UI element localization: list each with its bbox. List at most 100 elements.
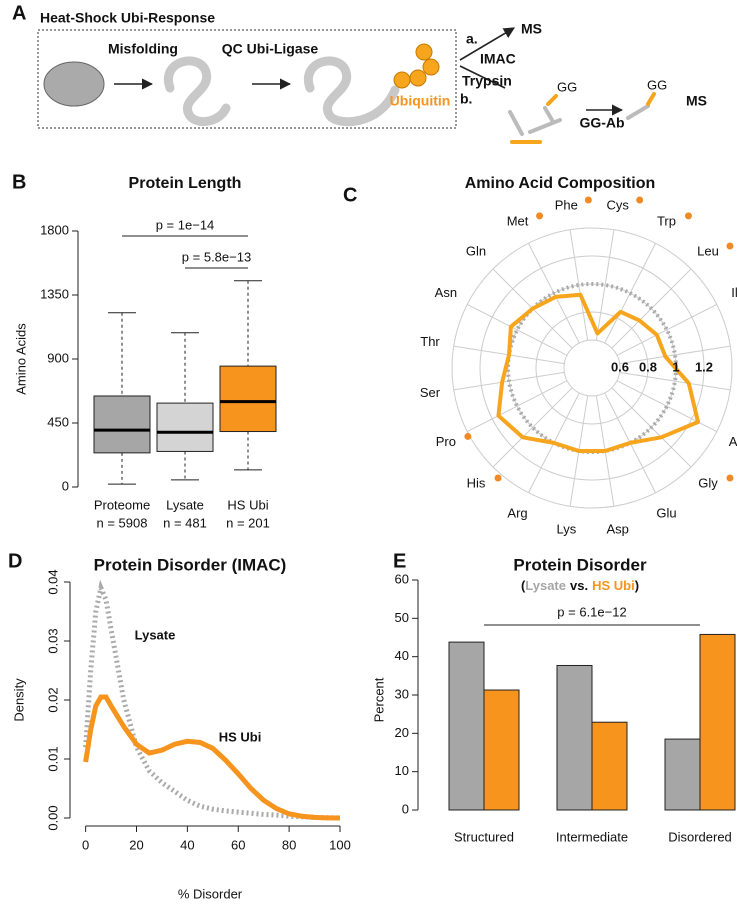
- category-label: Met: [507, 213, 529, 228]
- p-value: p = 6.1e−12: [557, 604, 626, 619]
- result: MS: [686, 93, 707, 109]
- significance-dot: [636, 196, 644, 204]
- category-label: Ile: [731, 285, 737, 300]
- panel-letter: E: [393, 550, 406, 572]
- category-label: Gln: [466, 243, 486, 258]
- y-tick-label: 1350: [40, 286, 69, 301]
- bar: [664, 738, 701, 811]
- category-label: Gly: [698, 475, 718, 490]
- peptides: [508, 92, 656, 144]
- radar-line: [496, 292, 701, 453]
- y-axis-label: Density: [11, 678, 26, 722]
- y-tick-label: 30: [395, 686, 409, 701]
- category-label: Thr: [420, 334, 440, 349]
- p-value: p = 1e−14: [156, 217, 215, 232]
- grid-ring: [451, 227, 733, 509]
- significance-dot: [494, 474, 502, 482]
- spoke: [616, 380, 717, 433]
- r-tick-label: 0.6: [611, 359, 629, 374]
- y-tick-label: 0.01: [45, 746, 60, 771]
- y-tick-label: 40: [395, 648, 409, 663]
- category-label: Asp: [606, 521, 628, 536]
- significance-dot: [464, 432, 472, 440]
- y-tick-label: 20: [395, 725, 409, 740]
- category-label: Cys: [606, 197, 629, 212]
- box: [219, 365, 277, 433]
- y-tick-label: 0.00: [45, 805, 60, 830]
- subtitle-part: (: [521, 578, 526, 593]
- x-tick-label: 20: [129, 837, 143, 852]
- subtitle-part: ): [635, 578, 639, 593]
- spoke: [619, 371, 731, 391]
- arrow: [459, 27, 515, 61]
- category-label: Ala: [729, 434, 737, 449]
- bar: [483, 689, 520, 811]
- y-tick-label: 450: [47, 414, 69, 429]
- y-tick-label: 900: [47, 350, 69, 365]
- spoke: [492, 387, 573, 468]
- y-tick-label: 0.04: [45, 569, 60, 594]
- category-label: Pro: [436, 434, 456, 449]
- series-label: HS Ubi: [219, 729, 262, 744]
- panel-letter: D: [8, 550, 22, 572]
- subtitle-part: Lysate: [525, 578, 566, 593]
- ubiquitinated-protein: [303, 56, 400, 127]
- y-tick-label: 0.03: [45, 628, 60, 653]
- n-label: n = 5908: [97, 515, 148, 530]
- r-tick-label: 1.2: [695, 359, 713, 374]
- density-line: [83, 694, 341, 821]
- panel-letter: C: [343, 184, 357, 206]
- x-tick-label: Proteome: [94, 497, 150, 512]
- route-label: a.: [466, 31, 478, 47]
- spoke: [616, 303, 717, 356]
- y-tick-label: 1800: [40, 222, 69, 237]
- chart-subtitle: (Lysate vs. HS Ubi): [521, 578, 639, 593]
- chart-title: Amino Acid Composition: [465, 175, 656, 192]
- x-tick-label: 80: [282, 837, 296, 852]
- significance-dot: [684, 212, 692, 220]
- y-tick-label: 0: [402, 801, 409, 816]
- subtitle-part: vs.: [570, 578, 588, 593]
- x-tick-label: Structured: [454, 829, 514, 844]
- density-line: [83, 579, 341, 821]
- result: MS: [521, 21, 542, 37]
- series-label: Lysate: [135, 627, 176, 642]
- spoke: [619, 345, 731, 365]
- spoke: [604, 243, 657, 344]
- r-tick-label: 0.8: [639, 359, 657, 374]
- native-protein: [43, 61, 105, 107]
- significance-dot: [726, 242, 734, 250]
- x-axis-label: % Disorder: [178, 886, 243, 901]
- arrow: [459, 65, 506, 89]
- box: [93, 395, 151, 454]
- x-tick-label: Lysate: [166, 497, 204, 512]
- y-tick-label: 60: [395, 571, 409, 586]
- r-tick-label: 1: [672, 359, 679, 374]
- method: Trypsin: [462, 73, 512, 89]
- grid-ring: [535, 311, 649, 425]
- category-label: Arg: [507, 506, 527, 521]
- box: [156, 402, 214, 452]
- step-label: QC Ubi-Ligase: [222, 41, 319, 57]
- n-label: n = 201: [226, 515, 270, 530]
- grid-ring: [563, 339, 621, 397]
- x-tick-label: Disordered: [668, 829, 732, 844]
- category-label: Leu: [697, 243, 719, 258]
- chart-title: Protein Disorder (IMAC): [94, 555, 287, 574]
- spoke: [467, 380, 568, 433]
- route-label: b.: [460, 91, 472, 107]
- ubiquitin-chain: [393, 43, 440, 89]
- frame: [37, 29, 457, 129]
- y-tick-label: 0.02: [45, 687, 60, 712]
- grid-ring: [479, 255, 705, 481]
- spoke: [595, 229, 615, 341]
- category-label: Lys: [556, 521, 576, 536]
- misfolded-protein: [163, 56, 231, 127]
- y-axis-label: Percent: [371, 677, 386, 722]
- chart-title: Protein Disorder: [513, 555, 647, 574]
- x-tick-label: 60: [231, 837, 245, 852]
- p-value: p = 5.8e−13: [182, 249, 251, 264]
- x-tick-label: 40: [180, 837, 194, 852]
- tag: GG: [557, 79, 577, 94]
